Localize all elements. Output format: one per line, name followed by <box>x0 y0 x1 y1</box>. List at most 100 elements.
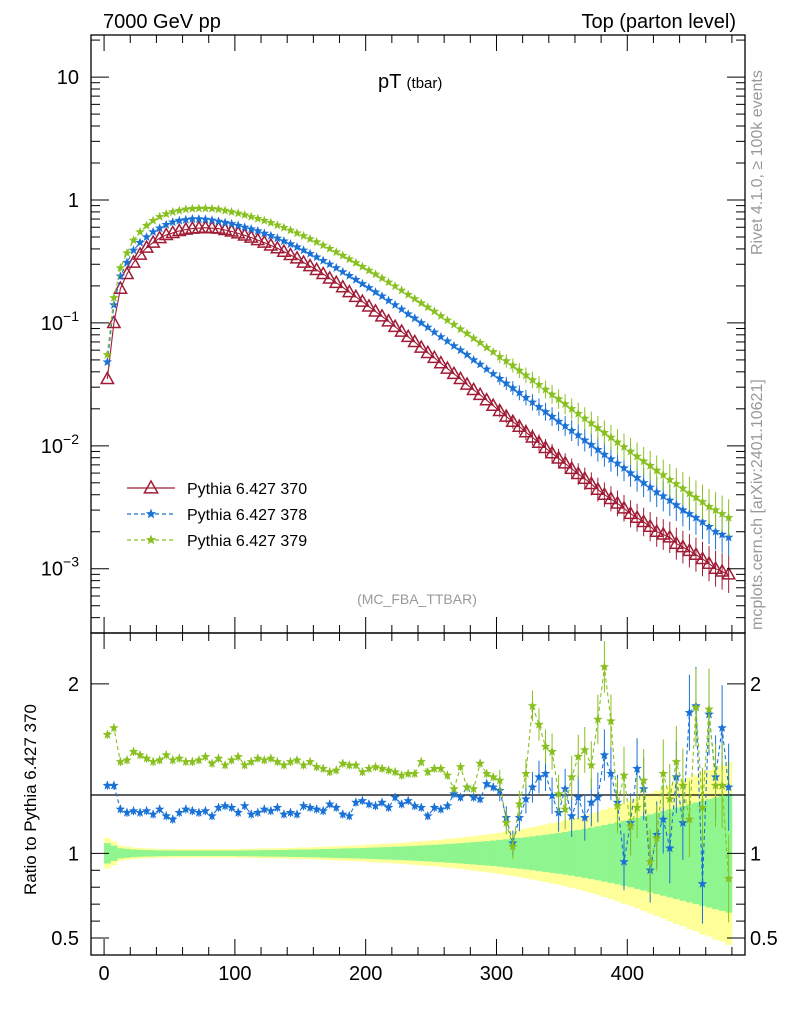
point-379 <box>115 262 126 272</box>
header-right: Top (parton level) <box>581 11 736 33</box>
point-370 <box>511 418 527 433</box>
ratio-point-379 <box>403 768 413 778</box>
point-378 <box>475 359 485 369</box>
ratio-y-tick-label-right: 1 <box>750 843 761 865</box>
ratio-point-379 <box>429 763 440 773</box>
point-379 <box>220 205 230 215</box>
ratio-point-378 <box>279 809 289 819</box>
point-378 <box>416 317 426 327</box>
ratio-point-378 <box>521 794 531 804</box>
ratio-point-379 <box>704 704 714 714</box>
point-379 <box>501 356 511 365</box>
uncertainty-band-inner <box>267 850 275 857</box>
ratio-point-378 <box>658 814 668 824</box>
point-378 <box>593 444 603 454</box>
ratio-point-378 <box>181 804 191 814</box>
ratio-point-379 <box>168 755 178 765</box>
point-370 <box>557 455 573 469</box>
uncertainty-band-inner <box>555 832 563 874</box>
uncertainty-band-inner <box>300 849 308 858</box>
point-370 <box>394 323 410 337</box>
point-370 <box>479 392 495 406</box>
ratio-point-379 <box>691 702 701 712</box>
point-379 <box>442 315 453 325</box>
ratio-point-378 <box>534 772 544 782</box>
point-378 <box>390 299 400 309</box>
ratio-point-379 <box>213 753 224 763</box>
ratio-point-378 <box>547 790 557 800</box>
point-379 <box>710 505 721 515</box>
ratio-point-379 <box>442 770 453 780</box>
ratio-point-379 <box>298 760 309 770</box>
point-378 <box>272 233 283 243</box>
uncertainty-band-inner <box>254 850 262 857</box>
point-378 <box>187 214 198 224</box>
uncertainty-band-inner <box>457 843 465 864</box>
uncertainty-band-inner <box>378 847 386 860</box>
point-378 <box>298 245 309 255</box>
point-379 <box>279 222 289 232</box>
point-370 <box>590 481 606 495</box>
ratio-point-378 <box>416 802 426 812</box>
point-379 <box>272 220 283 230</box>
series-line-370 <box>106 227 729 575</box>
point-370 <box>655 526 671 540</box>
uncertainty-band-inner <box>535 835 543 872</box>
point-379 <box>109 292 119 302</box>
ratio-point-378 <box>135 807 145 817</box>
point-370 <box>269 240 285 254</box>
point-378 <box>194 214 204 224</box>
ratio-point-379 <box>364 763 374 773</box>
ratio-point-378 <box>109 780 119 790</box>
uncertainty-band-inner <box>162 850 170 857</box>
point-379 <box>652 465 662 475</box>
ratio-point-379 <box>390 767 400 776</box>
point-378 <box>292 242 302 252</box>
ratio-point-378 <box>253 807 263 817</box>
ratio-point-379 <box>710 780 721 790</box>
uncertainty-band-inner <box>444 843 451 863</box>
ratio-point-379 <box>658 768 668 778</box>
point-378 <box>665 495 675 505</box>
point-378 <box>547 411 557 421</box>
point-370 <box>309 261 325 276</box>
point-370 <box>407 333 423 348</box>
point-378 <box>253 225 263 235</box>
point-370 <box>256 234 272 248</box>
point-379 <box>553 394 564 404</box>
uncertainty-band-inner <box>411 845 419 861</box>
point-379 <box>684 488 695 498</box>
point-378 <box>266 230 276 240</box>
point-378 <box>658 491 668 501</box>
point-378 <box>102 357 113 367</box>
ratio-point-379 <box>501 817 511 827</box>
point-378 <box>717 529 727 539</box>
uncertainty-band-inner <box>561 831 569 875</box>
ratio-point-378 <box>357 795 368 805</box>
point-378 <box>338 266 348 276</box>
point-378 <box>606 454 616 464</box>
point-370 <box>439 360 455 374</box>
uncertainty-band-inner <box>372 847 380 860</box>
point-379 <box>383 277 394 287</box>
y-tick-label: 10 <box>57 67 79 89</box>
main-panel: 10 1 10−1 10−2 10−3 pT (tbar) (MC_FBA_TTBAR)… <box>41 34 746 634</box>
uncertainty-band-inner <box>287 849 295 857</box>
point-370 <box>243 229 259 243</box>
point-378 <box>481 364 492 374</box>
point-379 <box>658 469 668 479</box>
ratio-point-379 <box>717 780 727 790</box>
point-378 <box>462 349 472 359</box>
point-370 <box>302 258 318 272</box>
point-379 <box>135 226 145 236</box>
ratio-point-379 <box>311 761 322 771</box>
point-370 <box>668 535 684 549</box>
ratio-point-378 <box>468 792 479 802</box>
point-378 <box>246 224 256 234</box>
point-378 <box>540 406 551 416</box>
ratio-point-379 <box>423 767 433 776</box>
series-370 <box>99 219 737 593</box>
rivet-version-text: Rivet 4.1.0, ≥ 100k events <box>749 70 766 255</box>
ratio-point-378 <box>272 802 283 812</box>
point-379 <box>475 337 485 347</box>
